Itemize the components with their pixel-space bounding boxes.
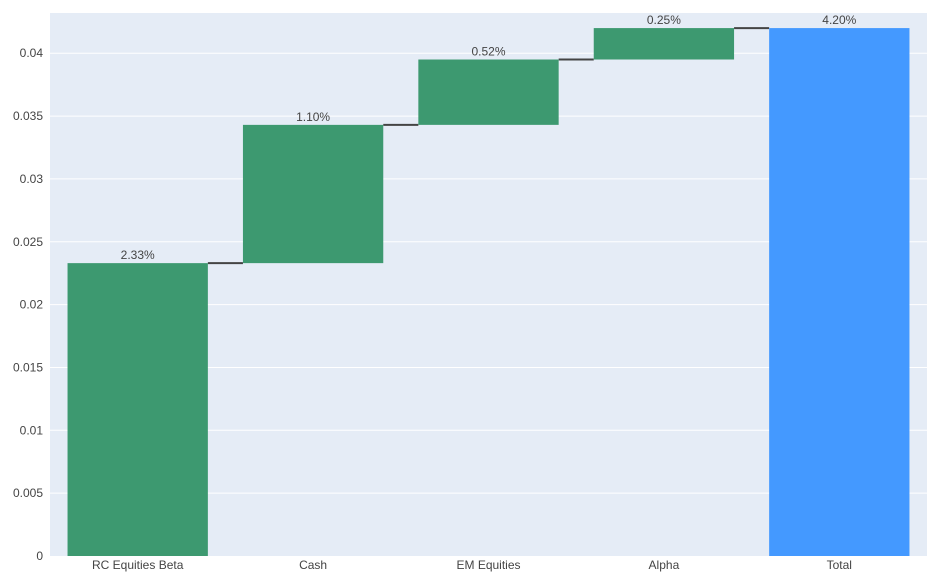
- bar-total: [769, 28, 910, 557]
- bar-alpha: [593, 28, 735, 60]
- y-tick-label: 0.01: [20, 423, 44, 437]
- y-tick-label: 0.035: [13, 109, 43, 123]
- y-tick-label: 0.005: [13, 486, 43, 500]
- data-label: 2.33%: [121, 248, 155, 262]
- data-label: 0.52%: [471, 45, 505, 59]
- bars: [67, 28, 910, 557]
- data-label: 1.10%: [296, 110, 330, 124]
- y-tick-label: 0.03: [20, 172, 44, 186]
- bar-em-equities: [418, 59, 559, 125]
- data-label: 0.25%: [647, 13, 681, 27]
- x-tick-label: Alpha: [649, 558, 680, 572]
- x-tick-label: Total: [827, 558, 852, 572]
- x-tick-label: EM Equities: [456, 558, 520, 572]
- y-tick-label: 0: [36, 549, 43, 563]
- y-tick-label: 0.025: [13, 235, 43, 249]
- y-tick-label: 0.015: [13, 360, 43, 374]
- bar-rc-equities-beta: [67, 263, 208, 556]
- y-tick-label: 0.02: [20, 298, 44, 312]
- x-tick-label: RC Equities Beta: [92, 558, 184, 572]
- connector-lines: [207, 27, 770, 265]
- data-labels: 2.33% 1.10% 0.52% 0.25% 4.20%: [121, 13, 857, 262]
- y-tick-label: 0.04: [20, 46, 44, 60]
- bar-cash: [242, 124, 384, 264]
- x-axis: RC Equities Beta Cash EM Equities Alpha Tota…: [92, 558, 852, 572]
- y-axis: 0 0.005 0.01 0.015 0.02 0.025 0.03 0.035 0.04: [13, 46, 43, 563]
- x-tick-label: Cash: [299, 558, 327, 572]
- data-label: 4.20%: [822, 13, 856, 27]
